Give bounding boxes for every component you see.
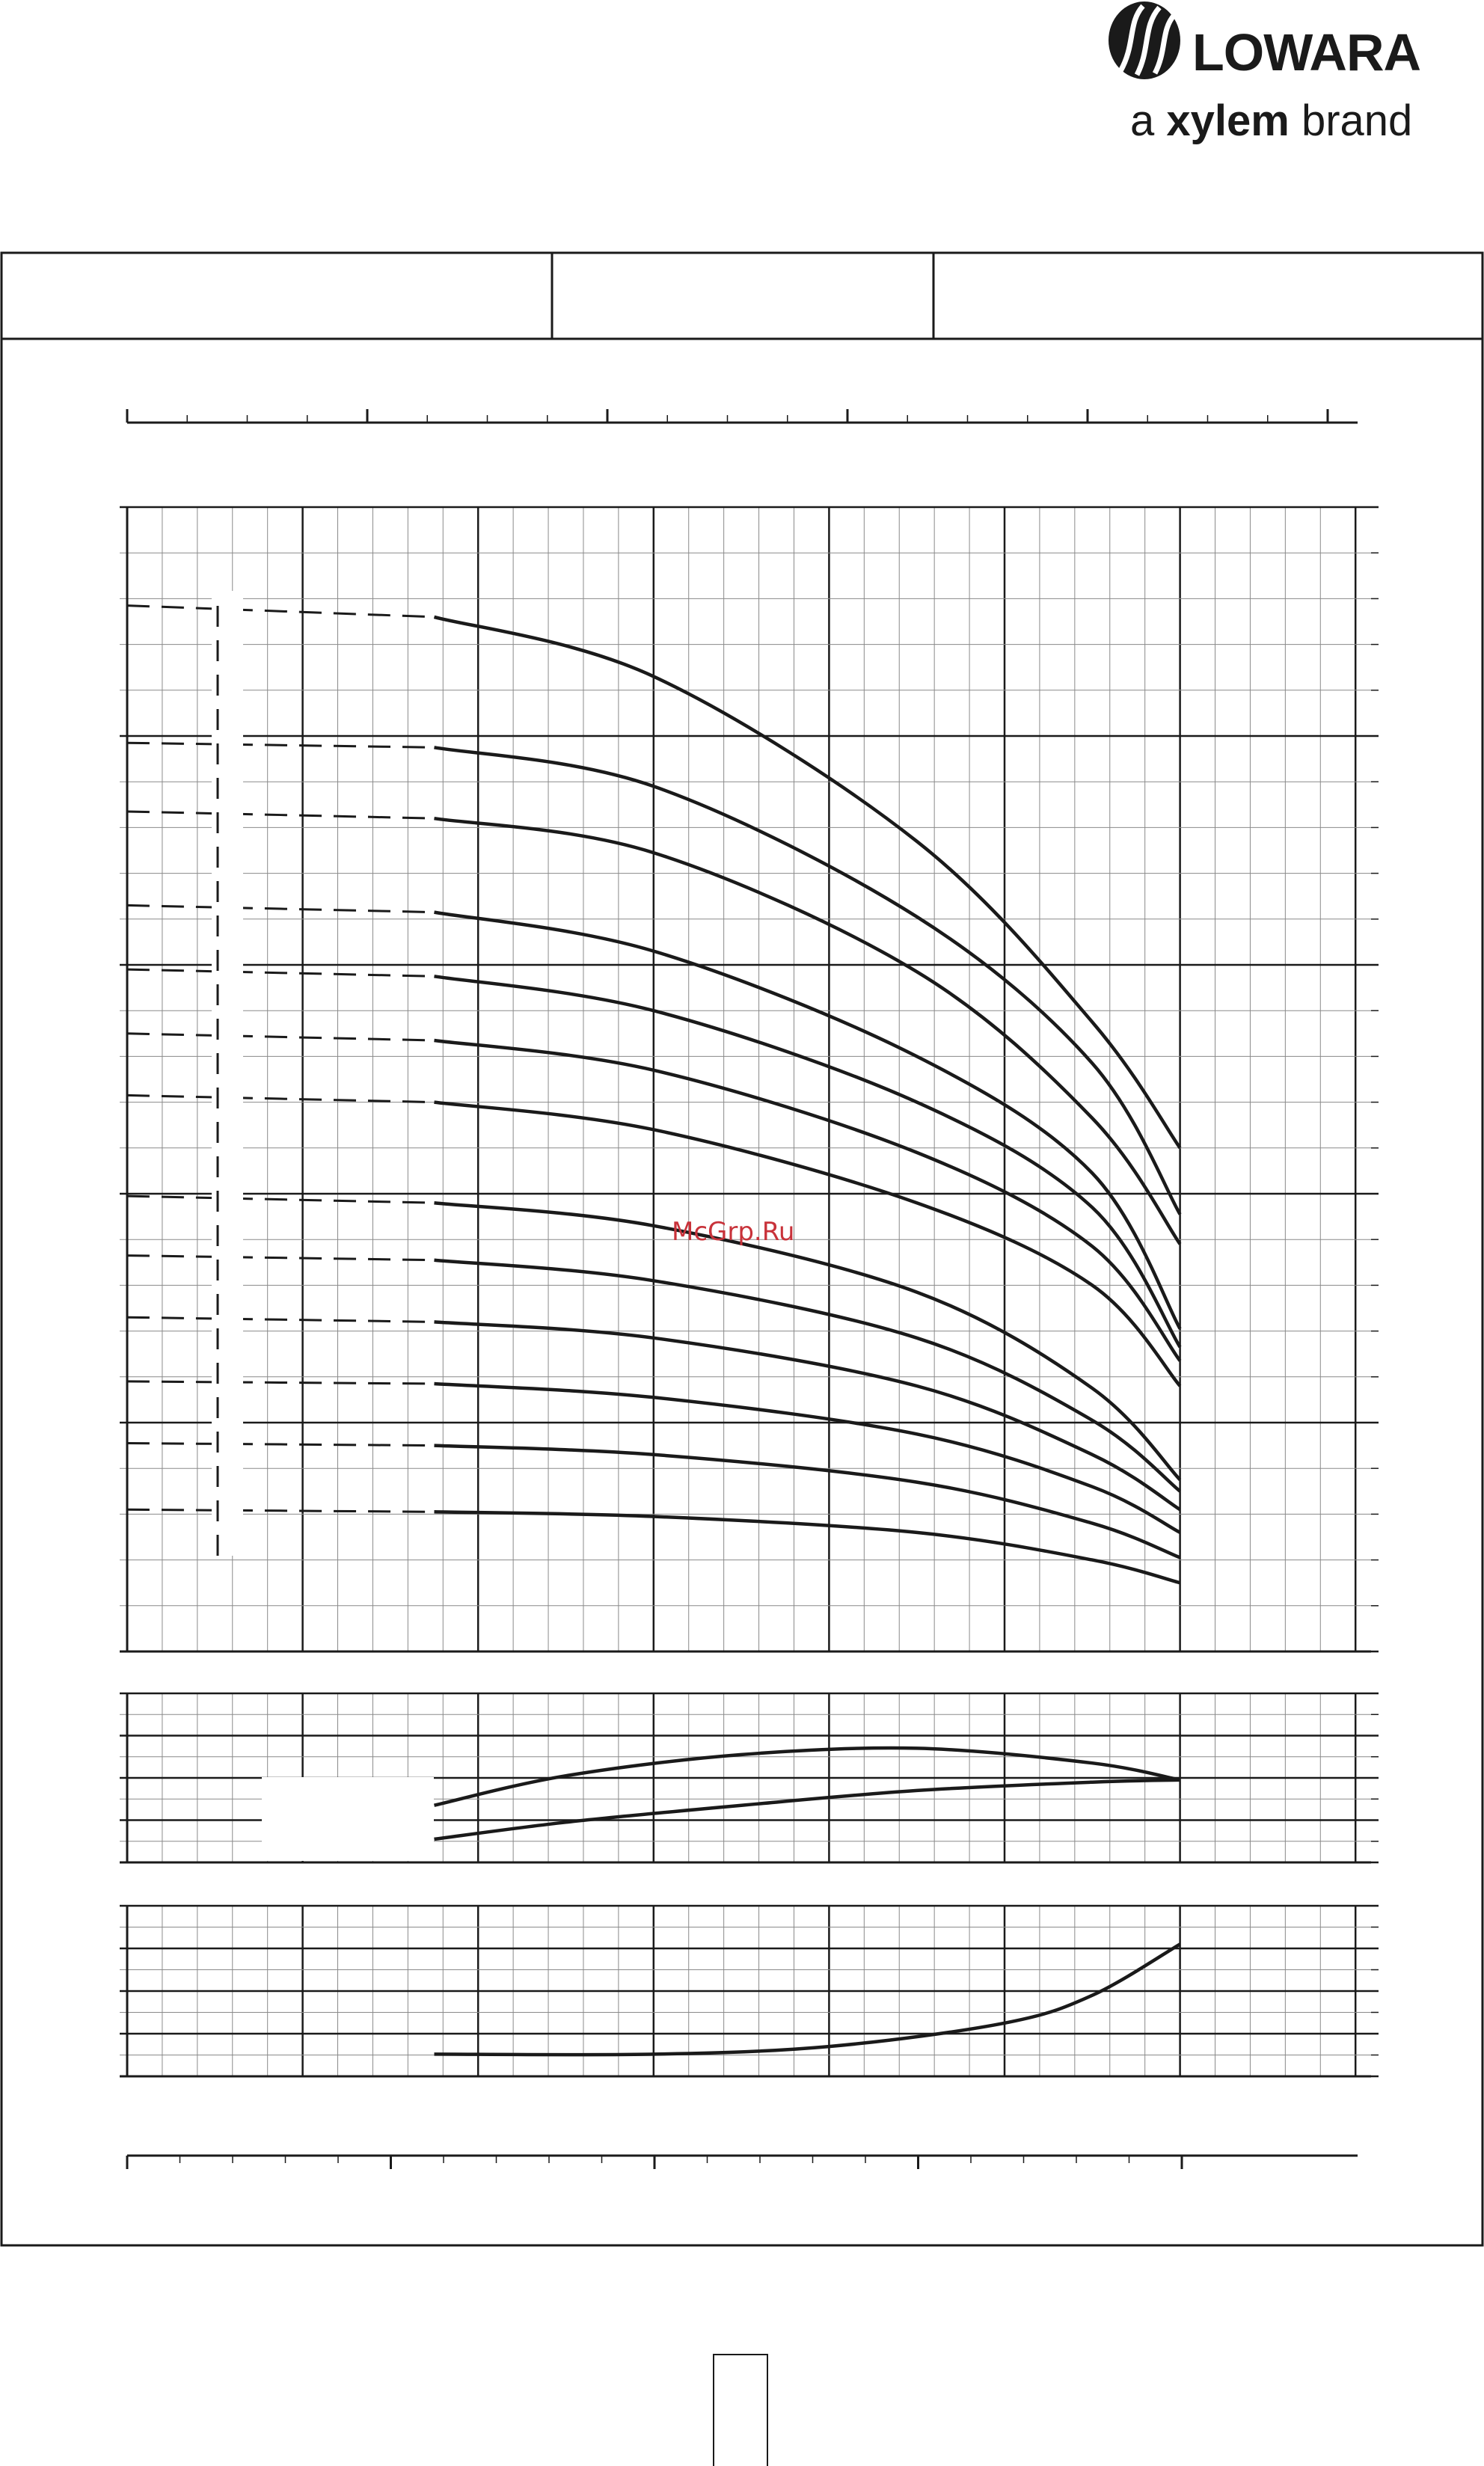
efficiency-blank-area [262, 1777, 434, 1861]
efficiency-panel [120, 1692, 1379, 1864]
head-curve-dashed-7 [126, 1094, 435, 1104]
head-curve-dashed-6 [126, 1032, 435, 1042]
page-number-box [713, 2354, 768, 2466]
tagline-brand: xylem [1166, 96, 1290, 145]
head-curve-12 [434, 1444, 1181, 1559]
head-curve-dashed-3 [126, 810, 435, 820]
head-curve-7 [434, 1100, 1182, 1387]
efficiency-curve-1 [434, 1746, 1181, 1807]
bottom-secondary-axis [126, 2154, 1358, 2169]
efficiency-curve-2 [434, 1778, 1180, 1841]
legend-gap [212, 591, 243, 1556]
head-panel [120, 506, 1379, 1653]
head-curve-3 [434, 816, 1182, 1245]
top-secondary-axis [126, 409, 1358, 424]
head-curve-dashed-9 [126, 1254, 435, 1262]
head-curve-2 [434, 746, 1182, 1215]
tagline-prefix: a [1130, 96, 1167, 145]
brand-name: LOWARA [1192, 23, 1421, 82]
head-curve-dashed-8 [126, 1194, 435, 1204]
head-curve-11 [434, 1381, 1181, 1534]
head-curve-dashed-5 [126, 968, 435, 978]
head-curve-6 [434, 1038, 1182, 1362]
head-curve-9 [434, 1258, 1182, 1493]
head-curve-1 [433, 615, 1182, 1150]
head-curve-dashed-10 [126, 1316, 435, 1323]
lowara-drop-logo-icon [1109, 1, 1180, 79]
npsh-panel [120, 1904, 1379, 2078]
head-curve-13 [434, 1510, 1181, 1585]
head-curve-dashed-1 [126, 604, 435, 619]
npsh-curve-1 [434, 1942, 1181, 2057]
chart-frame [0, 251, 1484, 2247]
tagline-suffix: brand [1289, 96, 1413, 145]
head-curve-dashed-12 [126, 1442, 435, 1447]
brand-tagline: a xylem brand [1130, 96, 1412, 146]
watermark-text: McGrp.Ru [672, 1217, 795, 1247]
head-curve-dashed-11 [126, 1380, 435, 1385]
head-curve-dashed-4 [126, 904, 435, 914]
head-curve-4 [434, 910, 1182, 1330]
head-curve-5 [434, 975, 1182, 1349]
brand-block: LOWARA a xylem brand [1095, 0, 1484, 150]
head-curve-10 [434, 1320, 1181, 1512]
head-curve-dashed-2 [126, 741, 435, 749]
head-curve-dashed-13 [126, 1508, 435, 1513]
head-curve-8 [434, 1200, 1182, 1482]
